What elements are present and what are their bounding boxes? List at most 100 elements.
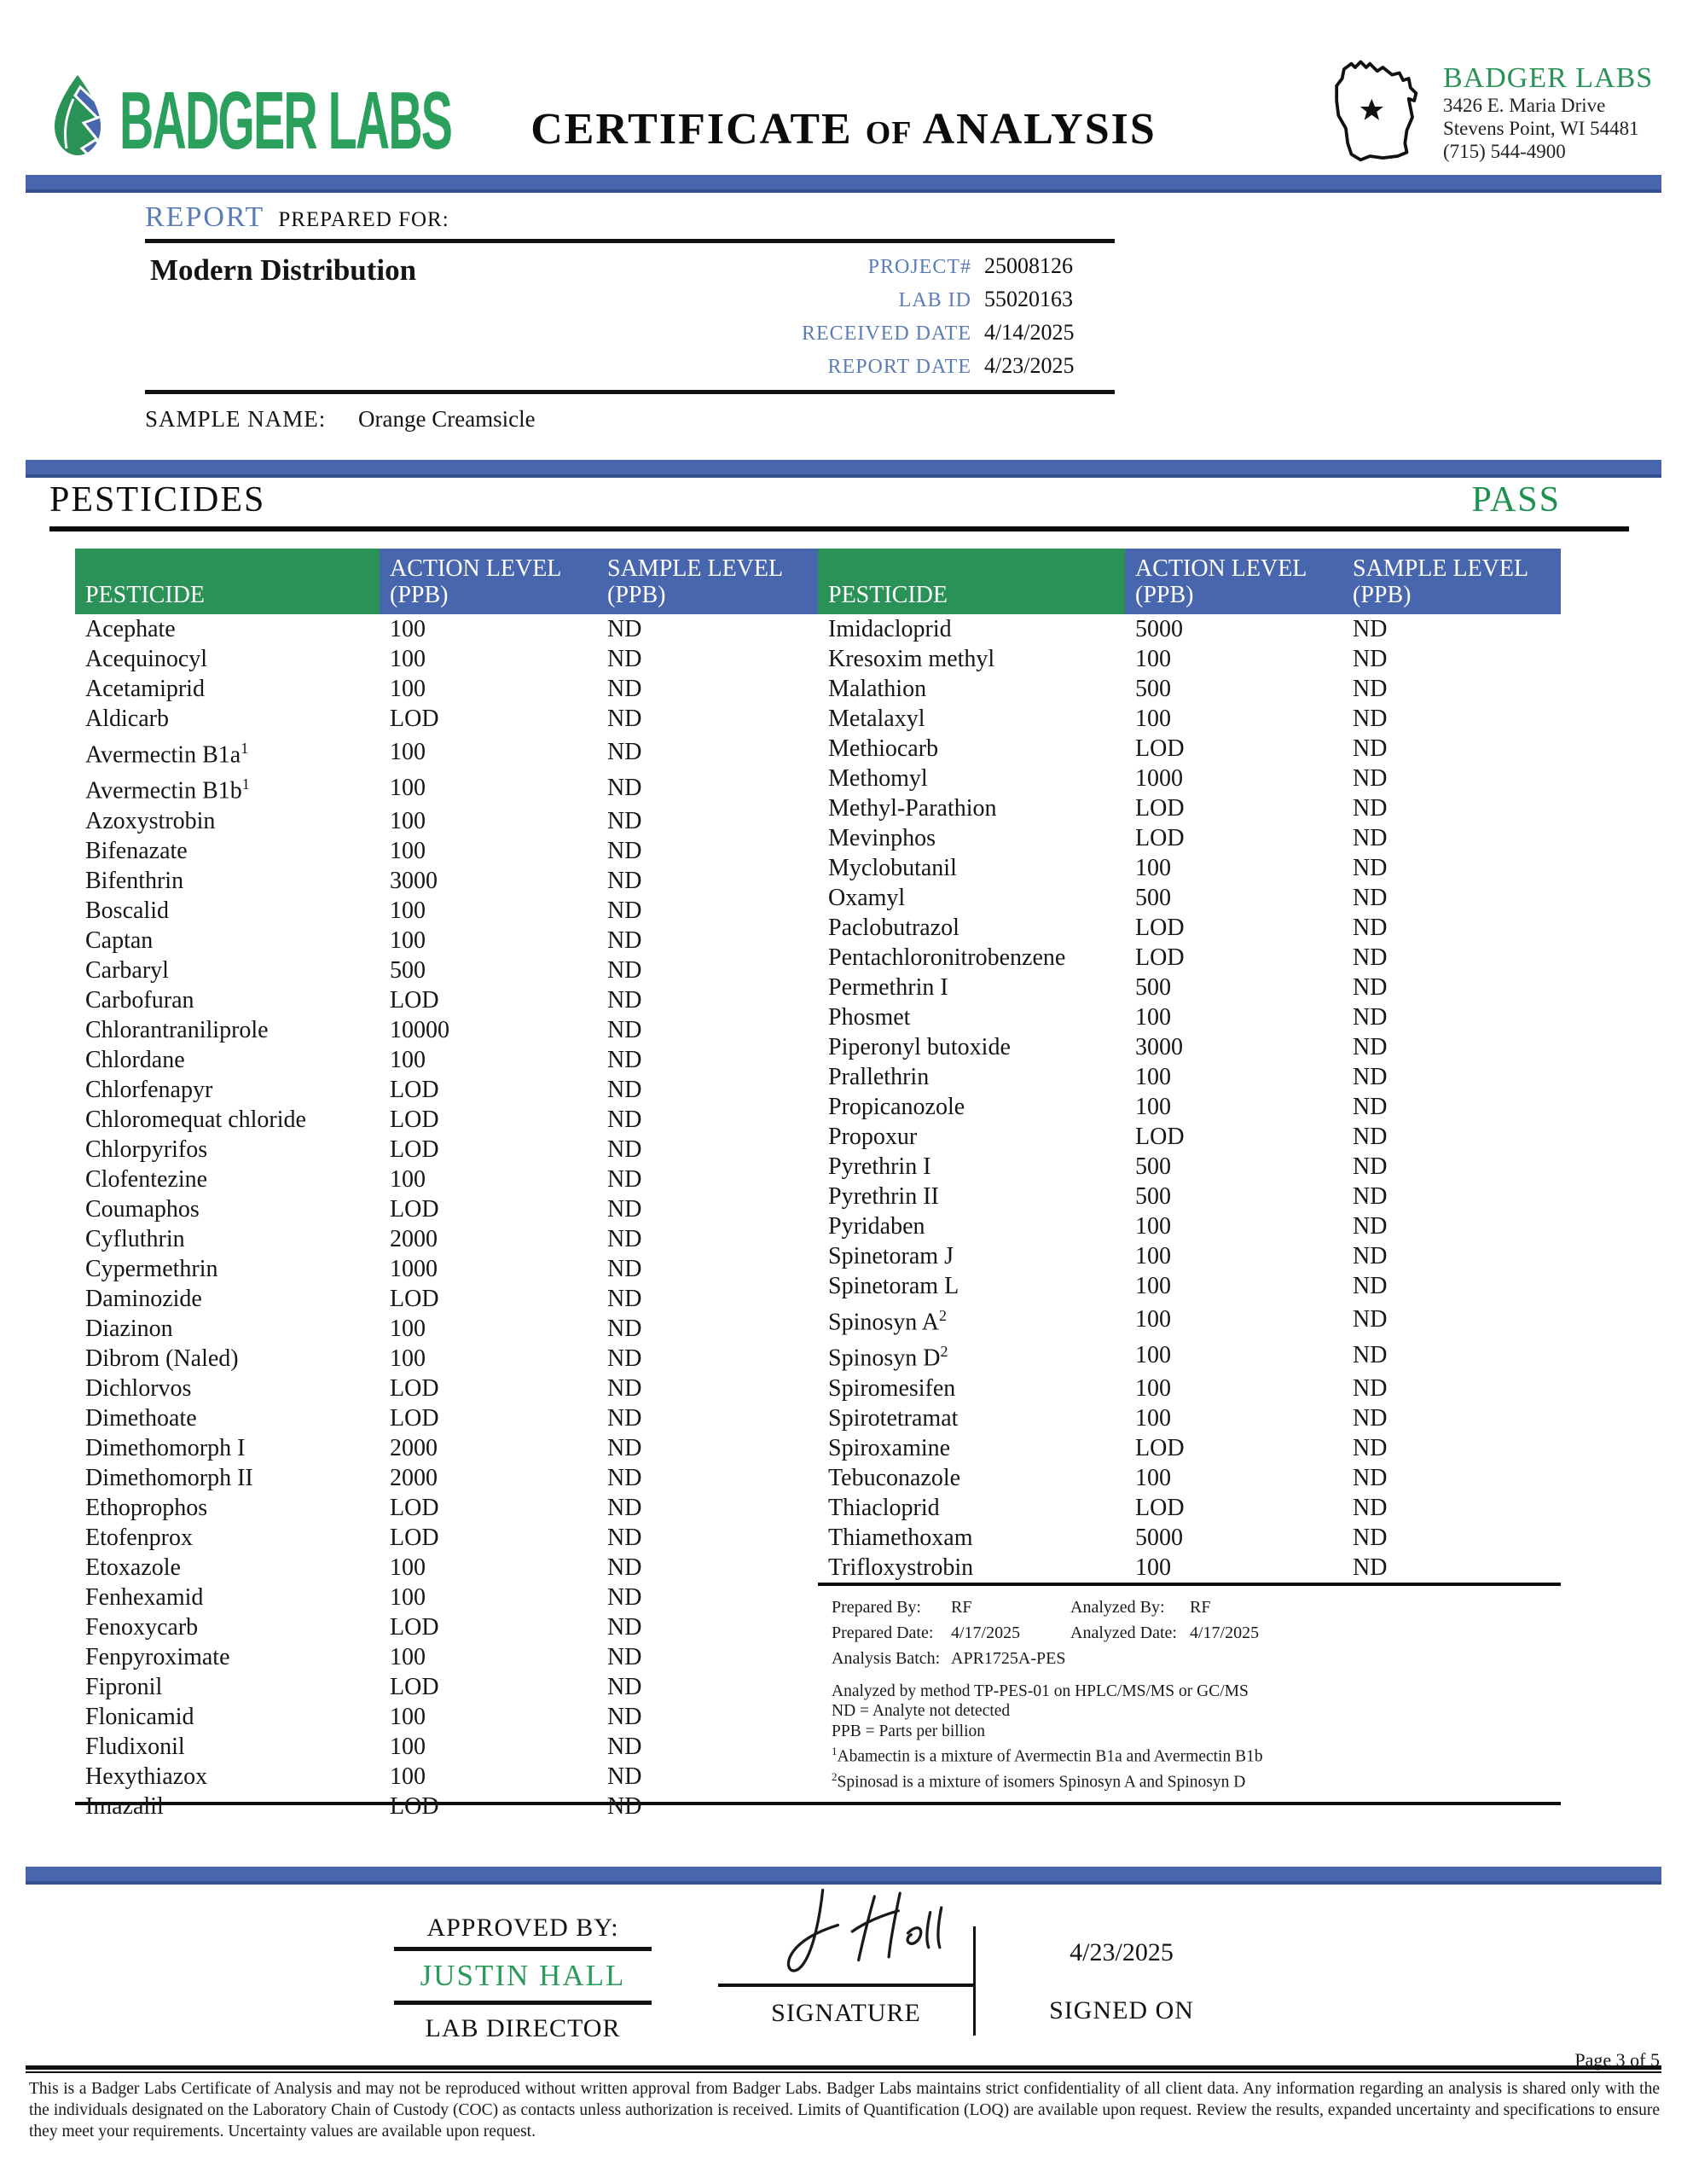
pesticide-row: Fenoxycarb LOD ND [75, 1612, 818, 1642]
pesticide-name: Spinetoram J [828, 1243, 954, 1269]
prepared-for-label: PREPARED FOR: [278, 208, 449, 231]
action-level-value: 100 [390, 616, 426, 642]
sample-level-value: ND [1353, 1554, 1388, 1581]
lab-address-line2: Stevens Point, WI 54481 [1443, 118, 1639, 139]
pesticide-name: Piperonyl butoxide [828, 1034, 1011, 1060]
pesticide-name: Hexythiazox [85, 1763, 208, 1790]
action-level-value: LOD [390, 1136, 439, 1163]
pesticide-name: Malathion [828, 676, 927, 702]
action-level-column-header: ACTION LEVEL (PPB) [380, 549, 597, 614]
sample-level-value: ND [607, 1524, 642, 1551]
pesticide-name: Dimethoate [85, 1404, 197, 1432]
pesticide-name: Phosmet [828, 1004, 911, 1031]
sample-level-value: ND [607, 1285, 642, 1312]
pesticide-name: Propoxur [828, 1124, 918, 1150]
table-header-row: PESTICIDE ACTION LEVEL (PPB) SAMPLE LEVE… [818, 549, 1561, 614]
sample-level-value: ND [607, 807, 642, 834]
action-level-value: 100 [390, 1165, 426, 1193]
pesticide-row: Pyridaben 100 ND [818, 1211, 1561, 1241]
pesticide-name: Prallethrin [828, 1064, 930, 1090]
action-level-value: 100 [1135, 1064, 1171, 1090]
report-date-value: 4/23/2025 [984, 353, 1075, 378]
pesticide-row: Myclobutanil 100 ND [818, 853, 1561, 883]
pesticide-name: Etofenprox [85, 1524, 193, 1551]
action-level-value: LOD [1135, 825, 1185, 851]
action-level-value: 500 [1135, 1183, 1171, 1210]
action-level-value: LOD [1135, 735, 1185, 762]
sample-level-value: ND [1353, 1273, 1388, 1299]
analyzed-date-label: Analyzed Date: [1070, 1623, 1177, 1642]
action-level-value: 100 [390, 646, 426, 672]
sample-level-value: ND [1353, 765, 1388, 792]
report-date-row: REPORT DATE 4/23/2025 [467, 353, 1115, 386]
pesticide-name: Imidacloprid [828, 616, 952, 642]
pesticide-row: Methyl-Parathion LOD ND [818, 793, 1561, 823]
action-level-value: 100 [1135, 1374, 1171, 1402]
sample-level-value: ND [1353, 1094, 1388, 1120]
pesticide-name: Etoxazole [85, 1554, 181, 1581]
pesticide-row: Coumaphos LOD ND [75, 1194, 818, 1224]
star-icon [1359, 98, 1383, 120]
analyzed-date-value: 4/17/2025 [1190, 1623, 1260, 1642]
action-level-value: 100 [1135, 1464, 1171, 1491]
pesticide-row: Permethrin I 500 ND [818, 973, 1561, 1002]
pesticide-name: Fenoxycarb [85, 1613, 199, 1641]
document-title: CERTIFICATE OF ANALYSIS [0, 104, 1687, 154]
pesticide-row: Paclobutrazol LOD ND [818, 913, 1561, 943]
pesticide-row: Hexythiazox 100 ND [75, 1762, 818, 1792]
pesticide-name: Chlorfenapyr [85, 1076, 213, 1103]
pesticide-row: Etofenprox LOD ND [75, 1523, 818, 1553]
sample-level-value: ND [1353, 646, 1388, 672]
legal-disclaimer: This is a Badger Labs Certificate of Ana… [29, 2080, 1660, 2140]
pesticide-name: Chlordane [85, 1046, 185, 1073]
pesticide-row: Fenpyroximate 100 ND [75, 1642, 818, 1672]
action-level-value: 10000 [390, 1016, 449, 1043]
action-level-value: 100 [1135, 1341, 1171, 1368]
signed-on-date: 4/23/2025 [1070, 1938, 1174, 1966]
action-level-value: 100 [390, 1554, 426, 1581]
pesticide-row: Acetamiprid 100 ND [75, 674, 818, 704]
sample-level-value: ND [607, 706, 642, 732]
pesticide-name: Kresoxim methyl [828, 646, 995, 672]
pesticide-name: Boscalid [85, 897, 169, 924]
sample-level-value: ND [1353, 1524, 1388, 1551]
sample-level-value: ND [607, 926, 642, 954]
signed-on-label: SIGNED ON [1049, 1996, 1194, 2024]
action-level-value: 100 [1135, 1243, 1171, 1269]
sample-level-value: ND [607, 646, 642, 672]
pesticide-row: Spinosyn A2 100 ND [818, 1301, 1561, 1337]
pesticide-row: Propicanozole 100 ND [818, 1092, 1561, 1122]
pesticide-name: Mevinphos [828, 825, 936, 851]
pesticide-name-footnote-sup: 2 [938, 1307, 947, 1324]
sample-level-value: ND [607, 1554, 642, 1581]
action-level-value: 100 [390, 1046, 426, 1073]
pesticide-name: Cyfluthrin [85, 1225, 185, 1252]
pesticide-name: Fenpyroximate [85, 1643, 230, 1670]
action-level-value: LOD [1135, 1494, 1185, 1521]
received-date-row: RECEIVED DATE 4/14/2025 [467, 320, 1115, 353]
pesticide-row: Spinetoram J 100 ND [818, 1241, 1561, 1271]
approved-by-label: APPROVED BY: [394, 1914, 652, 1951]
pesticide-row: Dimethomorph II 2000 ND [75, 1463, 818, 1493]
action-level-value: 100 [390, 1703, 426, 1730]
pesticide-row: Pyrethrin II 500 ND [818, 1182, 1561, 1211]
pesticide-name: Acetamiprid [85, 676, 205, 702]
action-level-value: LOD [1135, 1434, 1185, 1461]
action-level-value: 100 [1135, 1004, 1171, 1031]
sample-level-value: ND [607, 1464, 642, 1491]
project-number-row: PROJECT# 25008126 [467, 253, 1115, 287]
sample-level-value: ND [607, 1076, 642, 1103]
pesticide-name: Pyridaben [828, 1213, 925, 1240]
action-level-value: 500 [1135, 676, 1171, 702]
pesticide-row: Spinosyn D2 100 ND [818, 1337, 1561, 1373]
pesticide-row: Dibrom (Naled) 100 ND [75, 1344, 818, 1374]
sample-level-value: ND [607, 956, 642, 984]
pesticide-row: Bifenazate 100 ND [75, 836, 818, 866]
analysis-batch-row: Analysis Batch: APR1725A-PES [832, 1649, 1561, 1675]
pesticide-name: Azoxystrobin [85, 807, 216, 834]
prepared-analyzed-date-row: Prepared Date: 4/17/2025 Analyzed Date: … [832, 1623, 1561, 1649]
sample-level-value: ND [1353, 855, 1388, 881]
sample-level-column-header: SAMPLE LEVEL (PPB) [597, 549, 818, 614]
action-level-value: 2000 [390, 1225, 438, 1252]
pesticides-heading: PESTICIDES [49, 480, 266, 520]
